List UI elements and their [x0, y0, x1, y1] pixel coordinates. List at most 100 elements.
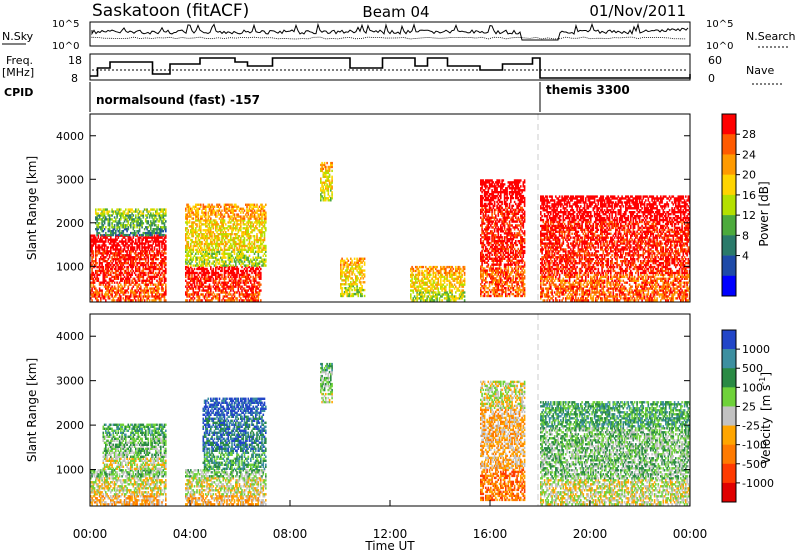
echo-cell: [165, 248, 167, 251]
echo-cell: [165, 240, 167, 243]
echo-cell: [158, 267, 161, 271]
echo-cell: [92, 277, 95, 280]
echo-cell: [156, 218, 158, 221]
echo-cell: [135, 258, 137, 261]
echo-cell: [250, 269, 252, 273]
echo-cell: [201, 285, 203, 288]
echo-cell: [158, 283, 161, 286]
echo-cell: [121, 226, 123, 229]
echo-cell: [110, 233, 112, 237]
echo-cell: [120, 263, 122, 267]
echo-cell: [217, 293, 220, 296]
echo-cell: [363, 288, 366, 292]
echo-cell: [142, 267, 145, 271]
echo-cell: [245, 281, 247, 284]
echo-cell: [217, 267, 220, 271]
echo-cell: [187, 207, 190, 210]
echo-cell: [116, 244, 118, 247]
echo-cell: [228, 265, 231, 269]
beam-title: Beam 04: [362, 3, 429, 21]
echo-cell: [117, 236, 120, 239]
echo-cell: [127, 220, 130, 223]
cpid-panel: CPID normalsound (fast) -157 themis 3300: [4, 82, 630, 112]
echo-cell: [156, 208, 158, 211]
echo-cell: [108, 273, 111, 277]
echo-cell: [137, 279, 140, 282]
echo-cell: [152, 260, 155, 263]
echo-cell: [137, 230, 140, 233]
echo-cell: [115, 293, 117, 296]
echo-cell: [133, 289, 136, 292]
echo-cell: [93, 234, 96, 237]
echo-cell: [141, 246, 143, 249]
echo-cell: [96, 291, 98, 294]
echo-cell: [148, 299, 151, 302]
echo-cell: [223, 279, 226, 282]
echo-cell: [95, 295, 97, 298]
echo-cell: [252, 295, 255, 298]
echo-cell: [157, 240, 160, 243]
echo-cell: [191, 297, 193, 300]
echo-cell: [193, 273, 196, 277]
echo-cell: [146, 222, 148, 225]
echo-cell: [108, 228, 111, 231]
echo-cell: [108, 297, 111, 300]
echo-cell: [96, 293, 98, 296]
echo-cell: [258, 285, 261, 288]
echo-cell: [155, 283, 157, 286]
echo-cell: [253, 269, 256, 273]
echo-cell: [112, 220, 115, 223]
echo-cell: [138, 244, 141, 247]
echo-cell: [130, 260, 132, 263]
echo-cell: [91, 277, 93, 280]
echo-cell: [161, 214, 163, 217]
echo-cell: [111, 262, 113, 265]
echo-cell: [207, 271, 210, 275]
echo-cell: [113, 291, 116, 294]
echo-cell: [151, 248, 153, 251]
echo-cell: [137, 285, 140, 288]
echo-cell: [127, 222, 130, 225]
echo-cell: [192, 269, 195, 273]
echo-cell: [163, 277, 166, 280]
echo-cell: [125, 228, 127, 231]
echo-cell: [155, 214, 157, 217]
echo-cell: [101, 246, 103, 249]
echo-cell: [245, 279, 247, 282]
echo-cell: [163, 293, 166, 296]
echo-cell: [260, 289, 262, 292]
echo-cell: [231, 281, 233, 284]
echo-cell: [117, 248, 120, 251]
echo-cell: [127, 267, 130, 271]
echo-cell: [110, 231, 112, 235]
echo-cell: [225, 275, 227, 279]
echo-cell: [185, 258, 187, 261]
echo-cell: [141, 281, 143, 284]
echo-cell: [157, 267, 160, 271]
echo-cell: [142, 236, 145, 239]
echo-cell: [156, 293, 158, 296]
freq-trace: [90, 57, 691, 79]
echo-cell: [106, 285, 108, 288]
nsky-tick-top: 10^5: [52, 19, 79, 30]
echo-cell: [156, 295, 158, 298]
echo-cell: [165, 293, 167, 296]
echo-cell: [107, 263, 110, 267]
echo-cell: [106, 265, 108, 269]
echo-cell: [126, 228, 128, 231]
echo-cell: [138, 210, 141, 213]
echo-cell: [207, 277, 210, 280]
echo-cell: [103, 208, 106, 211]
echo-cell: [247, 273, 250, 277]
echo-cell: [331, 191, 333, 194]
echo-cell: [136, 295, 138, 298]
echo-cell: [93, 273, 96, 277]
echo-cell: [110, 277, 112, 280]
echo-cell: [107, 283, 110, 286]
echo-cell: [120, 297, 122, 300]
echo-cell: [127, 295, 130, 298]
echo-cell: [105, 231, 107, 235]
echo-cell: [363, 261, 366, 264]
echo-cell: [101, 262, 103, 265]
echo-cell: [210, 287, 212, 290]
